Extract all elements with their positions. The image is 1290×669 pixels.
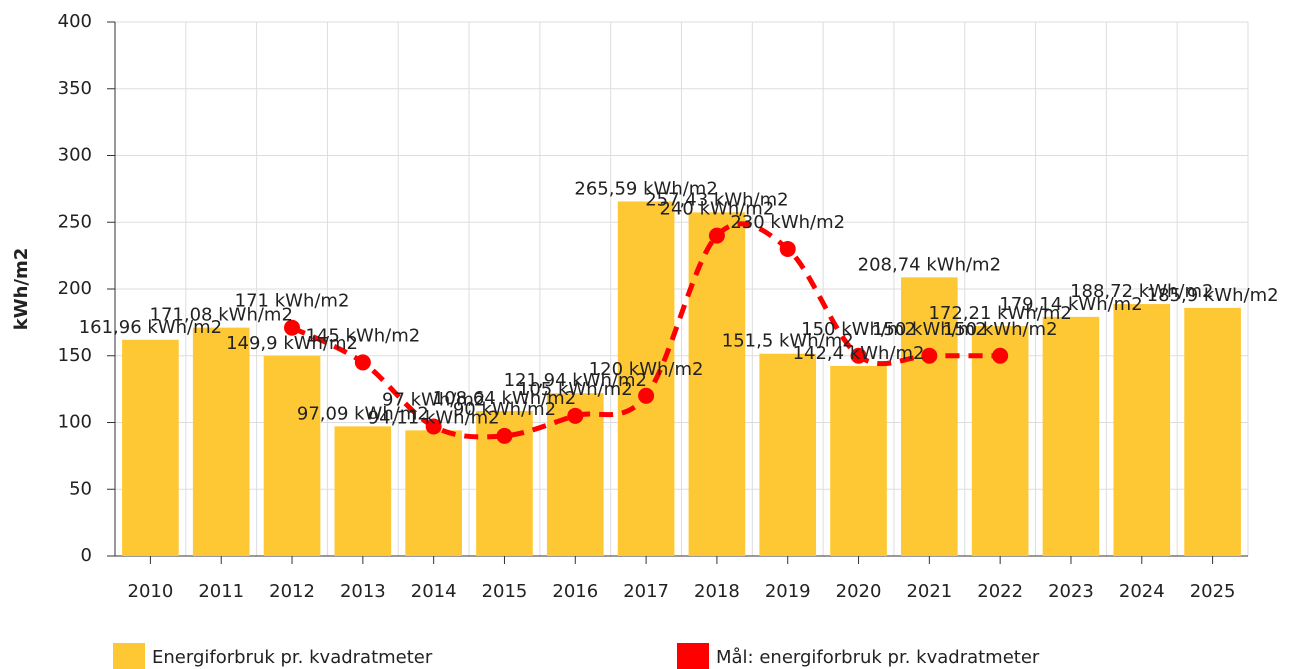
- bar: [901, 277, 958, 556]
- data-label: 171 kWh/m2: [235, 291, 350, 312]
- data-label: 108,64 kWh/m2: [433, 388, 576, 409]
- data-label: 161,96 kWh/m2: [79, 317, 222, 338]
- x-tick-label: 2014: [411, 581, 457, 602]
- target-point: [425, 418, 442, 435]
- x-tick-label: 2019: [765, 581, 811, 602]
- target-point: [992, 347, 1009, 364]
- target-point: [567, 407, 584, 424]
- x-tick-label: 2015: [482, 581, 528, 602]
- target-point: [779, 240, 796, 257]
- x-tick-label: 2018: [694, 581, 740, 602]
- x-tick-label: 2017: [623, 581, 669, 602]
- data-label: 185,9 kWh/m2: [1147, 285, 1279, 306]
- data-label: 172,21 kWh/m2: [928, 303, 1071, 324]
- x-tick-label: 2023: [1048, 581, 1094, 602]
- x-tick-label: 2016: [552, 581, 598, 602]
- data-label: 150 kWh/m2: [943, 319, 1058, 340]
- data-label: 265,59 kWh/m2: [574, 178, 717, 199]
- data-label: 188,72 kWh/m2: [1070, 281, 1213, 302]
- y-tick-label: 150: [58, 345, 92, 366]
- legend-swatch: [677, 643, 709, 669]
- target-point: [284, 319, 301, 336]
- data-label: 179,14 kWh/m2: [999, 294, 1142, 315]
- data-label: 121,94 kWh/m2: [504, 370, 647, 391]
- y-tick-label: 200: [58, 278, 92, 299]
- bar: [405, 430, 462, 556]
- legend-label: Energiforbruk pr. kvadratmeter: [152, 647, 433, 668]
- bar: [688, 212, 746, 557]
- target-point: [708, 227, 725, 244]
- data-label: 151,5 kWh/m2: [722, 331, 854, 352]
- y-tick-label: 250: [58, 211, 92, 232]
- x-tick-label: 2013: [340, 581, 386, 602]
- x-tick-label: 2022: [977, 581, 1023, 602]
- bar: [1042, 316, 1100, 556]
- y-tick-label: 300: [58, 145, 92, 166]
- y-tick-label: 50: [69, 478, 92, 499]
- bar: [192, 327, 250, 556]
- data-label: 97 kWh/m2: [382, 390, 485, 411]
- data-label: 149,9 kWh/m2: [226, 333, 358, 354]
- target-point: [354, 354, 371, 371]
- bar: [122, 339, 179, 556]
- data-label: 97,09 kWh/m2: [297, 403, 429, 424]
- data-label: 240 kWh/m2: [660, 199, 775, 220]
- data-label: 257,43 kWh/m2: [645, 189, 788, 210]
- x-tick-label: 2024: [1119, 581, 1165, 602]
- data-label: 120 kWh/m2: [589, 359, 704, 380]
- bar: [263, 355, 321, 556]
- x-tick-label: 2010: [128, 581, 174, 602]
- data-label: 230 kWh/m2: [730, 212, 845, 233]
- y-tick-label: 400: [58, 11, 92, 32]
- y-tick-label: 100: [58, 412, 92, 433]
- x-tick-label: 2021: [906, 581, 952, 602]
- data-label: 142,4 kWh/m2: [793, 343, 925, 364]
- legend-label: Mål: energiforbruk pr. kvadratmeter: [716, 647, 1040, 668]
- y-axis-title: kWh/m2: [11, 248, 32, 331]
- data-label: 150 kWh/m2: [872, 319, 987, 340]
- data-label: 150 kWh/m2: [801, 319, 916, 340]
- bar: [617, 201, 675, 556]
- data-label: 94,11 kWh/m2: [368, 407, 500, 428]
- data-label: 105 kWh/m2: [518, 379, 633, 400]
- data-label: 171,08 kWh/m2: [150, 305, 293, 326]
- bar: [759, 353, 817, 556]
- legend-swatch: [113, 643, 145, 669]
- data-label: 145 kWh/m2: [305, 325, 420, 346]
- x-tick-label: 2025: [1190, 581, 1236, 602]
- target-point: [496, 427, 513, 444]
- target-point: [921, 347, 938, 364]
- x-tick-label: 2012: [269, 581, 315, 602]
- bar: [1184, 307, 1241, 556]
- bar: [830, 365, 887, 556]
- target-point: [638, 387, 655, 404]
- bar: [334, 426, 392, 556]
- bar: [971, 326, 1029, 556]
- y-tick-label: 0: [81, 545, 92, 566]
- y-tick-label: 350: [58, 78, 92, 99]
- data-label: 90 kWh/m2: [453, 399, 556, 420]
- bar: [1113, 304, 1171, 556]
- x-tick-label: 2020: [836, 581, 882, 602]
- data-label: 208,74 kWh/m2: [858, 254, 1001, 275]
- target-point: [850, 347, 867, 364]
- x-tick-label: 2011: [198, 581, 244, 602]
